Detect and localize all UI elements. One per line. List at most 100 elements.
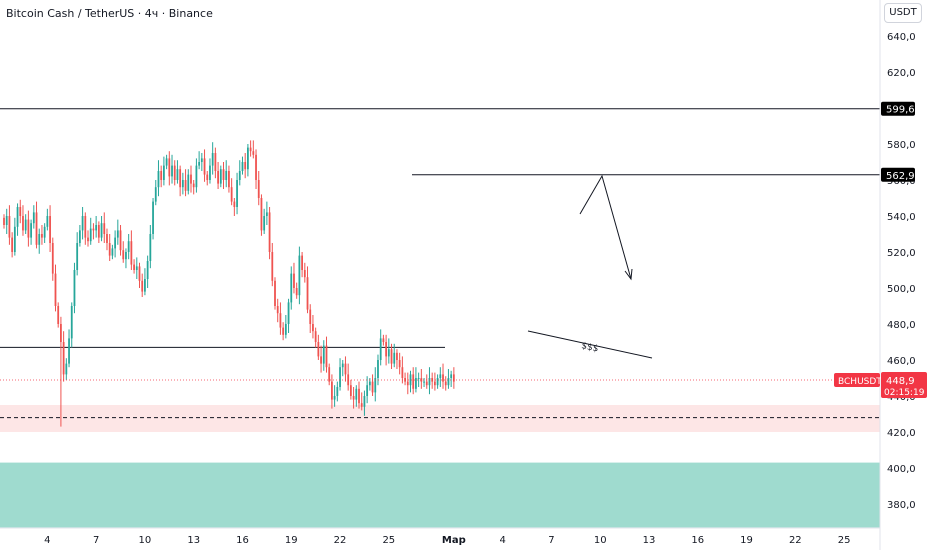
- candle-body: [450, 374, 453, 378]
- candle-body: [51, 243, 54, 274]
- price-tag-value: 448,9: [886, 376, 915, 387]
- y-tick-label: 620,0: [887, 68, 916, 79]
- candle-body: [363, 396, 366, 407]
- candle-body: [282, 327, 285, 335]
- candle-body: [152, 201, 154, 234]
- candle-body: [320, 356, 322, 364]
- candle-body: [385, 342, 388, 357]
- candle-body: [355, 388, 358, 400]
- candle-body: [257, 180, 260, 198]
- x-tick-label: 19: [740, 535, 753, 546]
- candle-body: [322, 345, 325, 364]
- candle-body: [236, 180, 238, 207]
- level-tag-label: 599,6: [886, 105, 915, 116]
- candle-body: [433, 381, 436, 386]
- candle-body: [187, 174, 190, 191]
- candle-body: [398, 360, 401, 368]
- x-tick-label: 10: [139, 535, 152, 546]
- candle-body: [190, 174, 192, 184]
- candle-body: [171, 165, 173, 177]
- candle-body: [100, 223, 103, 238]
- candle-body: [382, 338, 385, 342]
- candle-body: [211, 153, 214, 166]
- candle-body: [30, 223, 32, 238]
- level-tag: [881, 167, 915, 182]
- y-tick-label: 420,0: [887, 428, 916, 439]
- candle-body: [176, 169, 179, 180]
- candle-body: [19, 207, 22, 216]
- candle-body: [81, 216, 84, 231]
- candle-body: [125, 252, 127, 260]
- candle-body: [192, 183, 195, 188]
- candle-body: [436, 378, 439, 386]
- x-tick-label: 7: [548, 535, 554, 546]
- candle-body: [420, 378, 423, 382]
- candle-body: [349, 385, 352, 396]
- candle-body: [46, 216, 49, 227]
- candle-body: [32, 212, 35, 224]
- candle-body: [222, 169, 225, 180]
- y-tick-label: 640,0: [887, 32, 916, 43]
- candle-body: [111, 248, 114, 256]
- candle-body: [133, 264, 135, 270]
- candle-body: [268, 212, 271, 252]
- candle-body: [228, 171, 230, 188]
- candle-body: [225, 171, 228, 180]
- candle-body: [447, 378, 450, 386]
- candle-body: [135, 266, 138, 270]
- candle-body: [423, 381, 425, 383]
- candle-body: [38, 234, 41, 245]
- candle-body: [179, 169, 182, 188]
- x-tick-label: 25: [382, 535, 395, 546]
- candle-body: [442, 374, 444, 382]
- projection-arrow: [579, 174, 632, 280]
- projection-arrow-head: [624, 268, 633, 281]
- candle-body: [84, 216, 87, 238]
- candle-body: [87, 237, 89, 242]
- candle-body: [314, 331, 317, 342]
- x-tick-label: 25: [838, 535, 851, 546]
- candle-body: [452, 374, 455, 382]
- y-tick-label: 480,0: [887, 320, 916, 331]
- candle-body: [119, 230, 122, 251]
- candle-body: [412, 374, 415, 389]
- candle-body: [138, 266, 141, 281]
- x-tick-label: 7: [93, 535, 99, 546]
- candle-body: [352, 396, 355, 400]
- candle-body: [301, 255, 303, 270]
- candle-body: [238, 171, 241, 180]
- candle-body: [279, 313, 282, 328]
- candle-body: [60, 324, 62, 342]
- candle-body: [295, 288, 298, 296]
- currency-button[interactable]: USDT: [884, 3, 922, 23]
- candle-body: [417, 378, 420, 379]
- candle-body: [341, 363, 344, 368]
- candle-body: [16, 207, 19, 227]
- candle-body: [141, 280, 144, 292]
- candle-body: [62, 342, 65, 375]
- candles: [3, 140, 455, 427]
- candle-body: [8, 216, 11, 238]
- candle-body: [309, 309, 312, 324]
- liquidity-trendline: [527, 330, 653, 359]
- candle-body: [157, 171, 160, 188]
- candle-body: [249, 147, 252, 152]
- x-tick-label: 22: [334, 535, 347, 546]
- candle-body: [203, 158, 206, 175]
- candle-body: [290, 273, 293, 303]
- candle-body: [360, 403, 363, 407]
- candle-body: [92, 228, 95, 231]
- candle-body: [173, 165, 176, 180]
- candle-body: [274, 280, 276, 306]
- candle-body: [328, 367, 331, 382]
- candle-body: [265, 212, 268, 216]
- y-tick-label: 540,0: [887, 212, 916, 223]
- candle-body: [78, 230, 81, 243]
- price-axis: 380,0400,0420,0440,0460,0480,0500,0520,0…: [879, 0, 916, 550]
- candle-body: [146, 261, 149, 279]
- x-tick-label: 13: [187, 535, 200, 546]
- level-tag: [881, 101, 915, 116]
- x-tick-label: 16: [691, 535, 704, 546]
- candle-body: [73, 270, 76, 306]
